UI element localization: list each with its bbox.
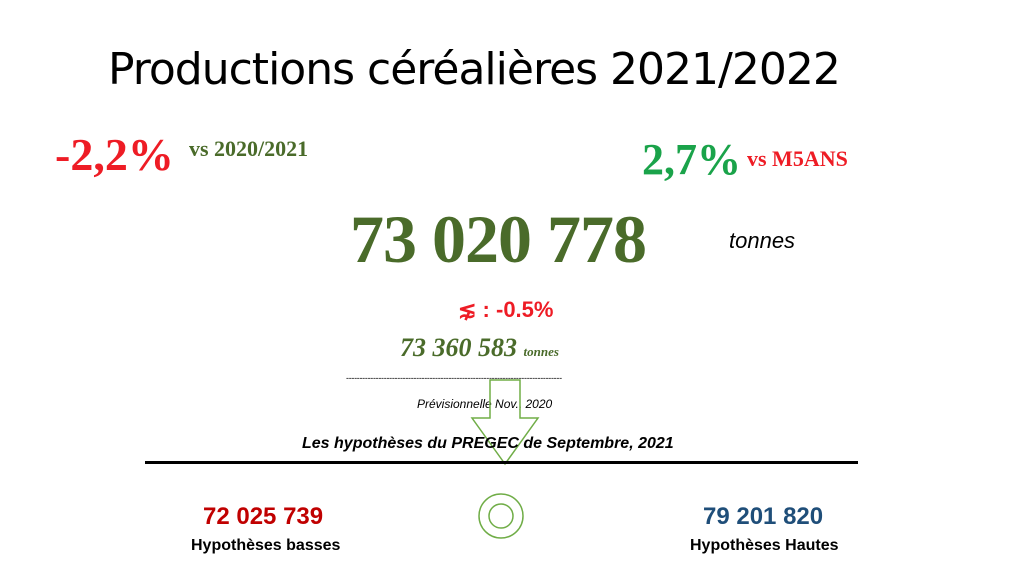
hypotheses-title: Les hypothèses du PREGEC de Septembre, 2…	[302, 435, 674, 452]
horizontal-rule	[145, 461, 858, 464]
comparison-symbol: ⋦	[458, 297, 477, 322]
high-hypothesis-value: 79 201 820	[703, 503, 824, 530]
low-hypothesis-value: 72 025 739	[203, 503, 324, 530]
change-vs-previous-label: vs 2020/2021	[189, 136, 309, 161]
total-production-value: 73 020 778	[350, 201, 647, 277]
page-title: Productions céréalières 2021/2022	[108, 44, 841, 95]
total-production-unit: tonnes	[729, 228, 796, 253]
high-hypothesis-label: Hypothèses Hautes	[690, 537, 839, 554]
change-vs-previous-percent: -2,2%	[55, 129, 174, 180]
forecast-unit: tonnes	[523, 344, 559, 359]
down-arrow-outline-icon	[470, 379, 540, 466]
forecast-row: 73 360 583 tonnes	[400, 333, 559, 363]
change-vs-5years-percent: 2,7%	[642, 135, 741, 184]
target-circle-icon	[478, 493, 524, 539]
comparison-row: ⋦ : -0.5%	[458, 297, 553, 323]
change-vs-5years-label: vs M5ANS	[747, 146, 848, 171]
forecast-value: 73 360 583	[400, 333, 517, 362]
low-hypothesis-label: Hypothèses basses	[191, 537, 341, 554]
comparison-text: : -0.5%	[476, 297, 554, 322]
forecast-caption: Prévisionnelle Nov., 2020	[417, 397, 553, 411]
dashed-separator: ----------------------------------------…	[346, 373, 562, 383]
